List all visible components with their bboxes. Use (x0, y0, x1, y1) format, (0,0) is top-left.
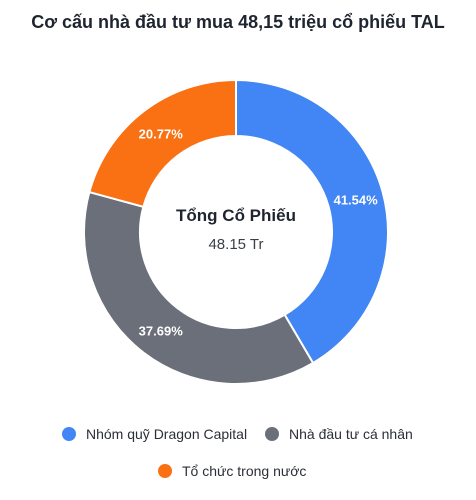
legend-label: Nhà đầu tư cá nhân (289, 426, 413, 442)
legend-label: Tổ chức trong nước (182, 463, 307, 479)
center-label: Tổng Cổ Phiếu (176, 206, 296, 225)
legend-swatch (62, 427, 76, 441)
slice-label-0: 41.54% (334, 192, 379, 207)
legend-item-ca-nhan[interactable]: Nhà đầu tư cá nhân (265, 426, 413, 442)
center-value: 48.15 Tr (208, 236, 263, 253)
slice-1[interactable] (83, 190, 315, 385)
legend-swatch (265, 427, 279, 441)
slice-2[interactable] (88, 78, 237, 209)
slice-label-2: 20.77% (139, 126, 184, 141)
slice-0[interactable] (235, 78, 389, 365)
legend-item-to-chuc-trong-nuoc[interactable]: Tổ chức trong nước (158, 463, 306, 479)
legend-label: Nhóm quỹ Dragon Capital (86, 426, 248, 442)
chart-title: Cơ cấu nhà đầu tư mua 48,15 triệu cổ phi… (31, 12, 445, 32)
legend-item-dragon-capital[interactable]: Nhóm quỹ Dragon Capital (62, 426, 247, 442)
slice-label-1: 37.69% (139, 324, 184, 339)
legend-swatch (158, 464, 172, 478)
